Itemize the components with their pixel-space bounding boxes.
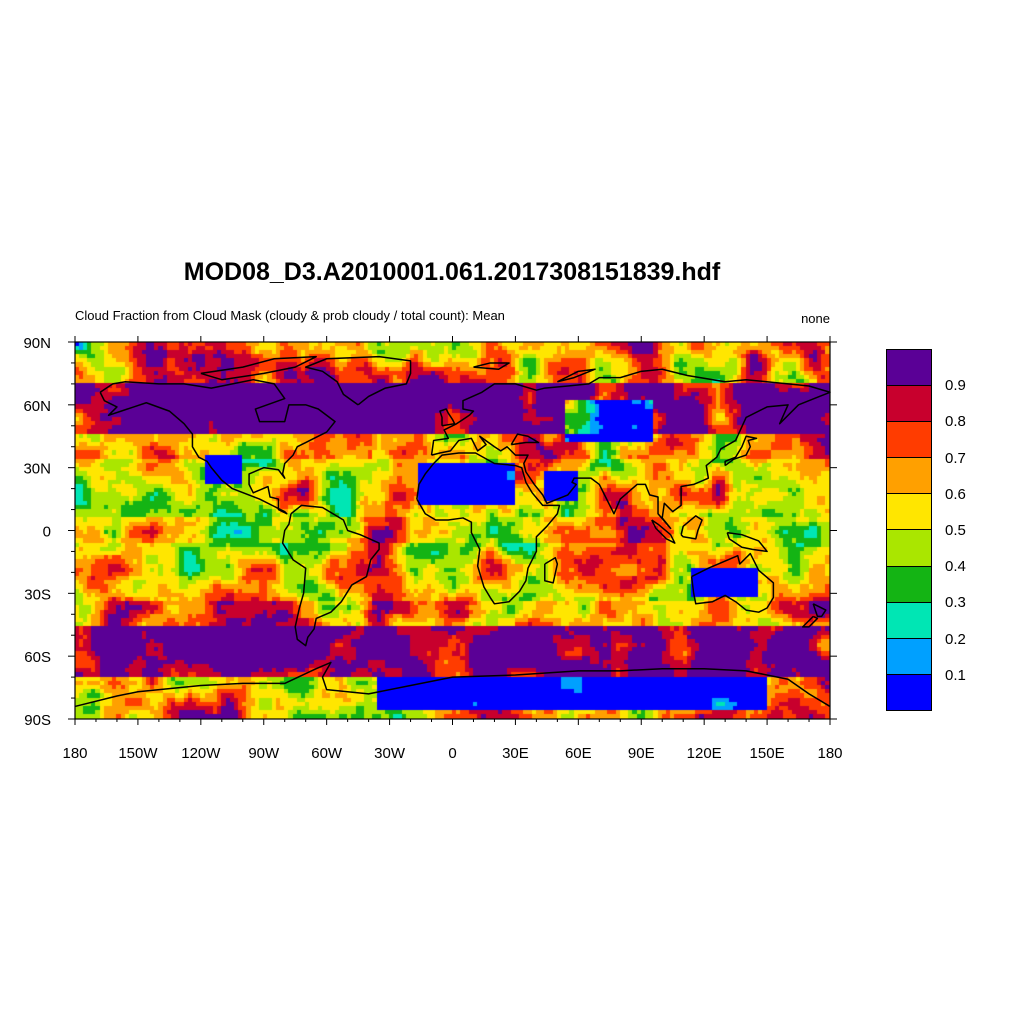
coastline [801,615,819,628]
coastlines [74,355,831,708]
x-axis-ticks: 180 150W 120W 90W 60W 30W 0 30E 60E 90E 120E 150E 18… [62,336,843,762]
colorbar-level-label: 0.6 [945,485,966,503]
coastline [726,531,768,553]
colorbar-level-label: 0.9 [945,377,966,395]
colorbar-level-label: 0.5 [945,522,966,539]
coastline [439,408,456,427]
colorbar-box [887,493,931,530]
coastline [724,435,758,467]
x-tick-label: 90W [248,745,280,762]
colorbar-box [887,457,931,494]
coastline [680,515,703,540]
map-frame [74,341,831,720]
colorbar-box [887,601,931,638]
x-tick-label: 60E [565,745,592,762]
colorbar-box [887,385,931,422]
cloud-fraction-field [75,342,830,719]
x-tick-label: 120E [687,745,722,762]
x-tick-label: 120W [181,745,221,762]
coastline [557,368,596,383]
colorbar-level-label: 0.1 [945,666,966,684]
x-tick-label: 180 [62,745,87,762]
colorbar-box [887,673,931,710]
x-tick-label: 0 [448,745,456,762]
coastline [416,452,561,605]
plot-title: MOD08_D3.A2010001.061.2017308151839.hdf [183,258,721,286]
y-tick-label: 30S [24,586,51,603]
colorbar-box [887,565,931,602]
coastline [304,355,412,406]
coastline [544,556,559,584]
colorbar [886,349,932,711]
colorbar-box [887,350,931,386]
colorbar-level-label: 0.8 [945,413,966,431]
y-tick-label: 60N [23,398,51,415]
x-tick-label: 150E [750,745,785,762]
coastline [99,378,336,515]
x-tick-label: 30W [374,745,406,762]
x-tick-label: 90E [628,745,655,762]
colorbar-level-label: 0.4 [945,558,966,576]
coastline [200,355,317,381]
y-tick-label: 90S [24,712,51,729]
units-label: none [801,311,830,326]
coastline [473,362,510,370]
y-tick-label: 0 [43,524,51,541]
colorbar-level-label: 0.3 [945,594,966,612]
y-axis-ticks: 90N 60N 30N 0 30S 60S 90S [23,335,837,729]
x-tick-label: 60W [311,745,343,762]
colorbar-box [887,421,931,458]
coastline [430,368,831,530]
x-tick-label: 30E [502,745,529,762]
map-plot-area [75,342,830,719]
coastline [74,661,831,708]
colorbar-box [887,637,931,674]
y-tick-label: 90N [23,335,51,352]
coastline [510,433,540,446]
colorbar-level-label: 0.2 [945,630,966,648]
coastline [690,552,775,613]
field-description: Cloud Fraction from Cloud Mask (cloudy &… [75,308,505,323]
colorbar-level-label: 0.7 [945,449,966,467]
y-tick-label: 30N [23,461,51,478]
colorbar-box [887,529,931,566]
coastline [281,504,380,647]
coastline [651,519,676,544]
x-tick-label: 180 [817,745,842,762]
coastline [812,603,827,618]
x-tick-label: 150W [118,745,158,762]
y-tick-label: 60S [24,649,51,666]
